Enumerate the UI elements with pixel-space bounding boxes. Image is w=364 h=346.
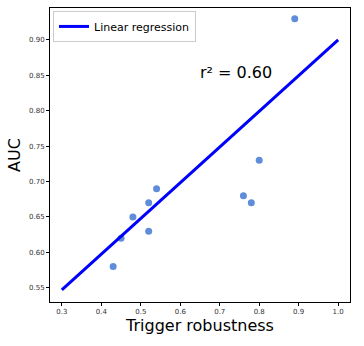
svg-text:0.3: 0.3 bbox=[56, 308, 67, 316]
svg-text:0.85: 0.85 bbox=[29, 72, 45, 80]
svg-text:1.0: 1.0 bbox=[333, 308, 344, 316]
svg-text:Trigger robustness: Trigger robustness bbox=[125, 316, 274, 335]
svg-text:0.55: 0.55 bbox=[29, 284, 45, 292]
svg-text:0.8: 0.8 bbox=[254, 308, 265, 316]
svg-text:0.90: 0.90 bbox=[29, 36, 45, 44]
svg-text:0.75: 0.75 bbox=[29, 143, 45, 151]
svg-text:0.80: 0.80 bbox=[29, 107, 45, 115]
svg-text:0.60: 0.60 bbox=[29, 249, 45, 257]
svg-text:0.9: 0.9 bbox=[293, 308, 304, 316]
svg-text:0.70: 0.70 bbox=[29, 178, 45, 186]
svg-text:0.6: 0.6 bbox=[175, 308, 187, 316]
svg-text:0.4: 0.4 bbox=[96, 308, 108, 316]
svg-text:Linear regression: Linear regression bbox=[94, 21, 189, 34]
svg-text:r² = 0.60: r² = 0.60 bbox=[200, 63, 272, 82]
svg-text:0.5: 0.5 bbox=[135, 308, 146, 316]
svg-text:0.65: 0.65 bbox=[29, 213, 45, 221]
svg-text:AUC: AUC bbox=[5, 138, 24, 172]
svg-text:0.7: 0.7 bbox=[214, 308, 225, 316]
